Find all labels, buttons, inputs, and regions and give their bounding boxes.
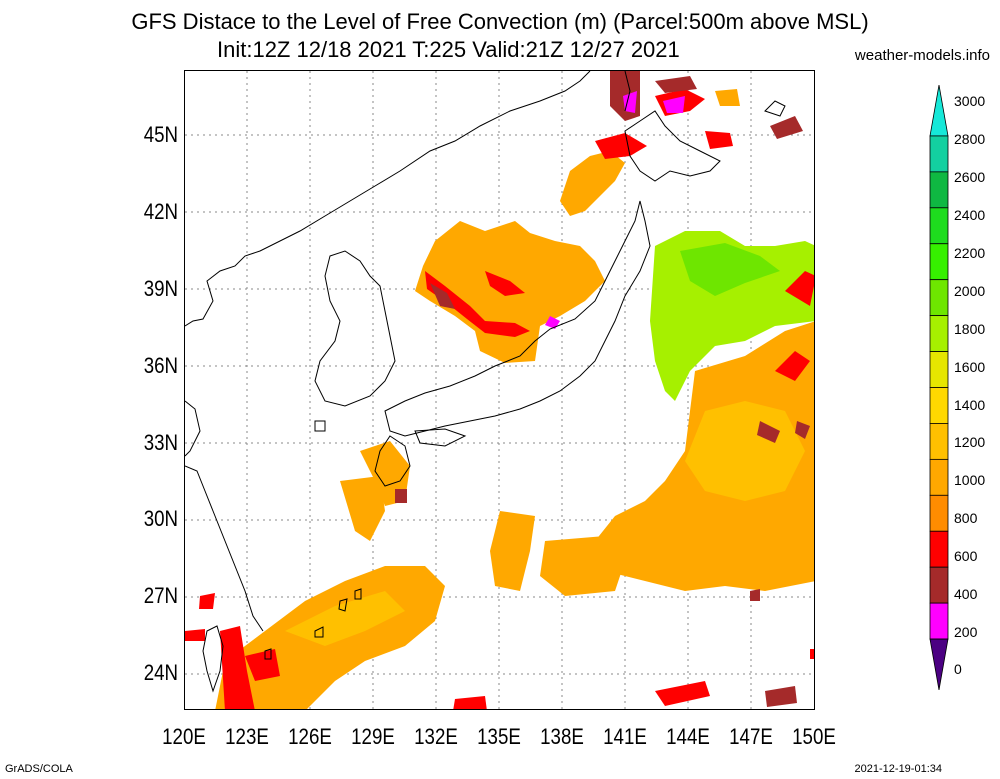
colorbar-swatch bbox=[929, 423, 949, 460]
colorbar-label-2600: 2600 bbox=[954, 169, 986, 185]
site-credit: weather-models.info bbox=[854, 47, 990, 64]
lat-label-30n: 30N bbox=[143, 506, 178, 531]
lon-label-144e: 144E bbox=[666, 724, 710, 749]
colorbar-swatch bbox=[929, 135, 949, 173]
colorbar-label-1600: 1600 bbox=[954, 359, 986, 375]
lon-label-138e: 138E bbox=[540, 724, 584, 749]
lon-label-123e: 123E bbox=[225, 724, 269, 749]
colorbar-label-400: 400 bbox=[954, 586, 978, 602]
lat-label-36n: 36N bbox=[143, 353, 178, 378]
colorbar-label-2200: 2200 bbox=[954, 245, 986, 261]
map-title: GFS Distace to the Level of Free Convect… bbox=[131, 9, 869, 34]
lat-label-45n: 45N bbox=[143, 122, 178, 147]
lat-label-27n: 27N bbox=[143, 583, 178, 608]
map-canvas bbox=[185, 71, 814, 709]
colorbar-swatch bbox=[929, 530, 949, 568]
colorbar-label-2800: 2800 bbox=[954, 131, 986, 147]
colorbar-swatch bbox=[929, 315, 949, 352]
map-subtitle: Init:12Z 12/18 2021 T:225 Valid:21Z 12/2… bbox=[217, 37, 680, 62]
lat-label-39n: 39N bbox=[143, 276, 178, 301]
colorbar-swatch bbox=[929, 279, 949, 317]
map-panel bbox=[184, 70, 815, 710]
colorbar-swatch bbox=[929, 207, 949, 245]
lon-label-150e: 150E bbox=[792, 724, 836, 749]
lon-label-120e: 120E bbox=[162, 724, 206, 749]
colorbar-swatch bbox=[929, 602, 949, 640]
colorbar-label-0: 0 bbox=[954, 661, 962, 677]
colorbar-label-1200: 1200 bbox=[954, 434, 986, 450]
lat-label-33n: 33N bbox=[143, 430, 178, 455]
colorbar-label-200: 200 bbox=[954, 624, 978, 640]
footer-timestamp: 2021-12-19-01:34 bbox=[854, 763, 942, 775]
lfc-shading bbox=[185, 71, 814, 709]
coastlines bbox=[185, 71, 786, 693]
lon-label-147e: 147E bbox=[729, 724, 773, 749]
colorbar-swatch bbox=[929, 351, 949, 388]
colorbar-label-800: 800 bbox=[954, 510, 978, 526]
lat-label-24n: 24N bbox=[143, 660, 178, 685]
colorbar-label-600: 600 bbox=[954, 548, 978, 564]
lon-label-129e: 129E bbox=[351, 724, 395, 749]
colorbar-swatch bbox=[929, 243, 949, 281]
colorbar-swatch bbox=[929, 85, 949, 137]
lon-label-135e: 135E bbox=[477, 724, 521, 749]
lon-label-132e: 132E bbox=[414, 724, 458, 749]
lon-label-141e: 141E bbox=[603, 724, 647, 749]
colorbar-label-1400: 1400 bbox=[954, 397, 986, 413]
colorbar-swatch bbox=[929, 566, 949, 604]
colorbar-swatch bbox=[929, 171, 949, 209]
colorbar-swatch bbox=[929, 638, 949, 690]
colorbar-label-1000: 1000 bbox=[954, 472, 986, 488]
colorbar-label-1800: 1800 bbox=[954, 321, 986, 337]
colorbar-label-2400: 2400 bbox=[954, 207, 986, 223]
lon-label-126e: 126E bbox=[288, 724, 332, 749]
colorbar bbox=[929, 85, 949, 690]
colorbar-swatch bbox=[929, 494, 949, 532]
colorbar-swatch bbox=[929, 458, 949, 496]
lat-label-42n: 42N bbox=[143, 199, 178, 224]
colorbar-swatch bbox=[929, 387, 949, 424]
footer-credit: GrADS/COLA bbox=[5, 763, 73, 775]
colorbar-label-3000: 3000 bbox=[954, 93, 986, 109]
colorbar-label-2000: 2000 bbox=[954, 283, 986, 299]
